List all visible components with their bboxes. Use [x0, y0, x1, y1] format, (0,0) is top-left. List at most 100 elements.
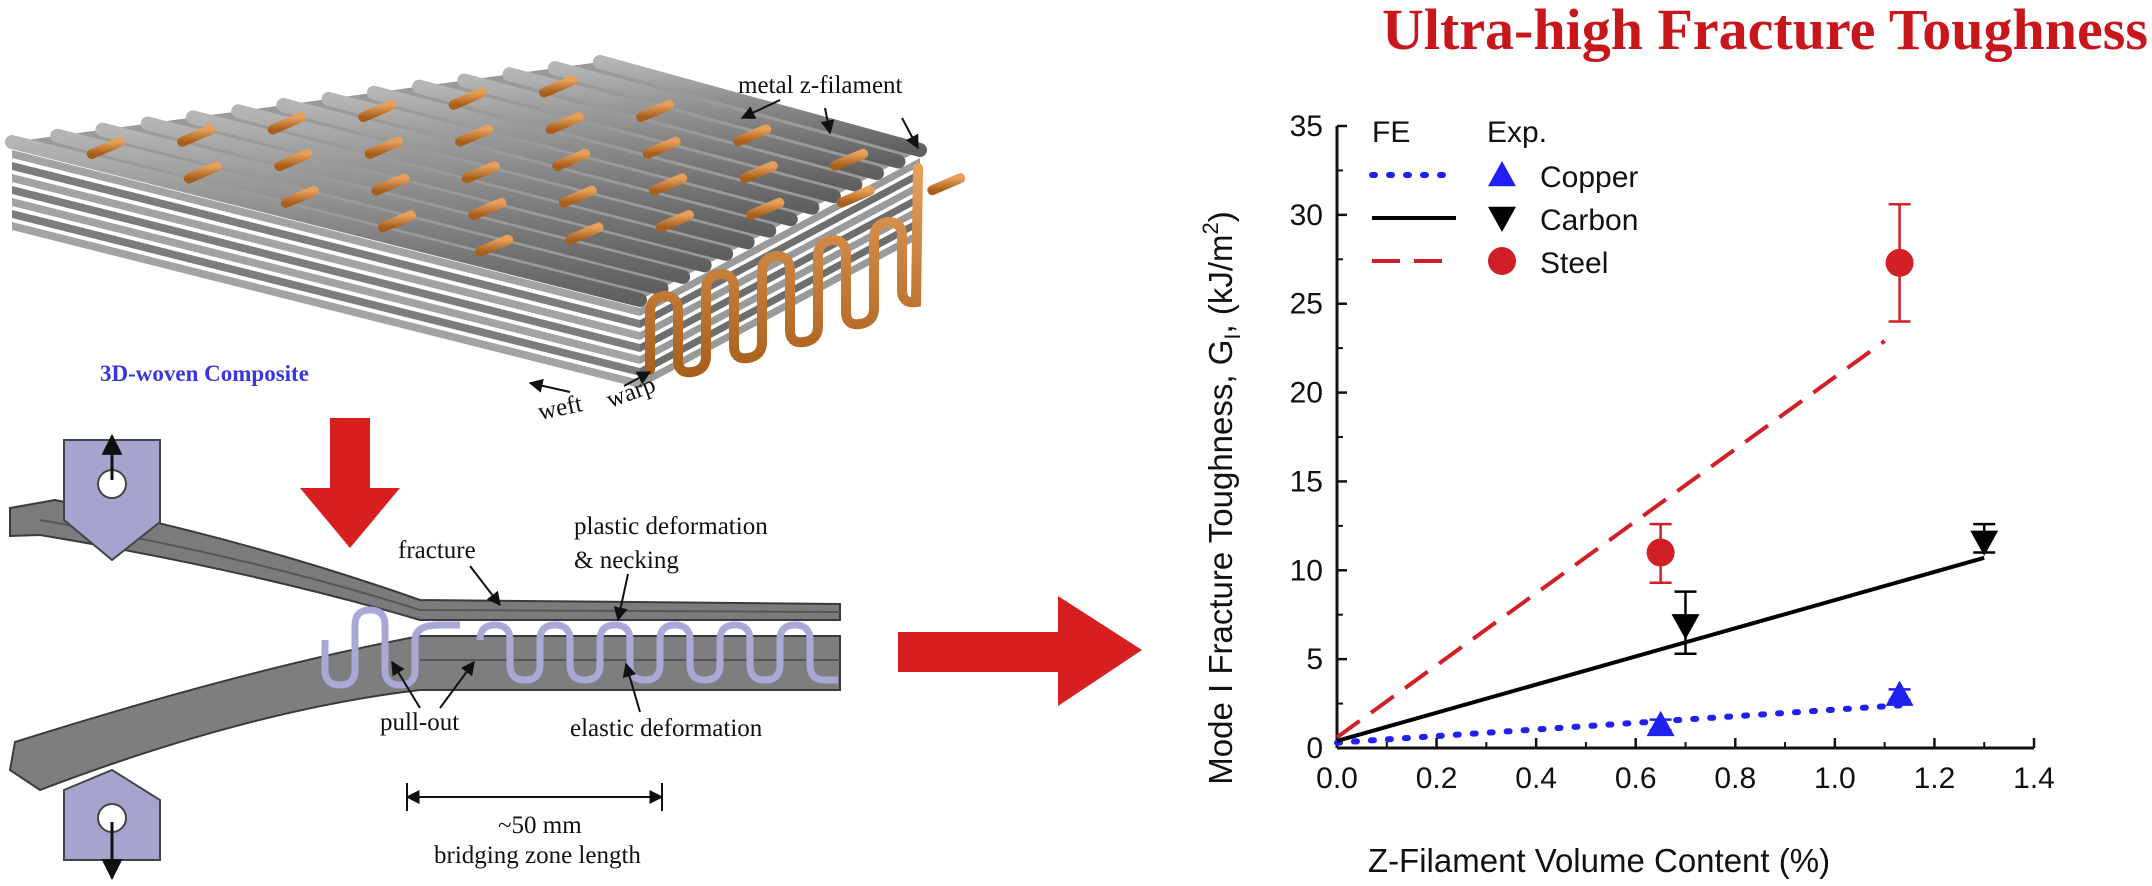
pull-out-loops [321, 606, 460, 689]
y-tick-label: 10 [1290, 554, 1323, 587]
z-filament-stub [746, 197, 785, 220]
layer-side-left [12, 174, 640, 340]
x-tick-label: 0.8 [1714, 762, 1756, 795]
3d-woven-label: 3D-woven Composite [100, 361, 309, 386]
exp-point-copper [1885, 680, 1914, 706]
warp-rod [185, 110, 734, 261]
series-copper [1334, 680, 1914, 746]
z-filament-stub [539, 75, 578, 98]
warp-rod [5, 135, 647, 307]
legend-label-copper: Copper [1540, 161, 1638, 194]
chart-legend: FE Exp. Copper Carbon Steel [1369, 116, 1638, 280]
fracture-label: fracture [398, 537, 476, 564]
fe-line-steel [1335, 339, 1886, 739]
weft-label: weft [536, 390, 585, 426]
z-filament-stub [183, 161, 222, 184]
pull-out-label: pull-out [380, 709, 459, 736]
legend-label-steel: Steel [1540, 247, 1608, 280]
warp-rod [457, 73, 863, 192]
z-filament-stub [468, 198, 507, 221]
layer-side-left [12, 150, 640, 316]
z-filament-stub [545, 112, 584, 135]
legend-marker-steel [1488, 247, 1516, 275]
z-filament-stub [274, 149, 313, 172]
warp-rod [502, 67, 884, 181]
fe-line-carbon [1336, 555, 1985, 743]
woven-composite-illustration [5, 55, 966, 388]
exp-point-steel [1646, 538, 1675, 567]
z-filament-stub [455, 124, 494, 147]
y-tick-label: 25 [1290, 288, 1323, 321]
down-arrow [300, 418, 400, 548]
z-filament-stub [565, 222, 604, 245]
layer-side-left [12, 222, 640, 388]
warp-rod [366, 85, 820, 215]
x-tick-labels: 0.0 0.2 0.4 0.6 0.8 1.0 1.2 1.4 [1316, 762, 2055, 795]
warp-fiber-rods [5, 55, 927, 307]
z-filament-stub [649, 173, 688, 196]
exp-point-steel [1885, 248, 1914, 277]
bridging-filaments [476, 621, 838, 684]
y-axis-label-main: Mode I Fracture Toughness, G [1202, 340, 1239, 785]
z-filament-stub [636, 99, 675, 122]
z-filament-stub [358, 100, 397, 123]
chart-axes [1335, 124, 2036, 750]
dcb-specimen-illustration [8, 433, 841, 881]
x-tick-label: 0.2 [1416, 762, 1458, 795]
pull-out-arrow-2 [439, 660, 475, 709]
warp-rod [276, 98, 777, 238]
z-filament-stub [552, 148, 591, 171]
layer-side-left [12, 210, 640, 376]
z-filament-stub [461, 161, 500, 184]
legend-header-exp: Exp. [1487, 116, 1547, 149]
legend-marker-copper [1488, 161, 1516, 187]
y-axis-label-close: ) [1202, 211, 1239, 222]
y-tick-label: 0 [1306, 732, 1323, 765]
z-filament-stub [927, 173, 966, 196]
y-axis-label-sup: 2 [1198, 222, 1223, 234]
series-steel [1335, 202, 1914, 739]
pull-out-arrow-1 [391, 660, 421, 709]
y-tick-label: 20 [1290, 377, 1323, 410]
series-carbon [1336, 522, 1999, 743]
y-axis-label-sub: I [1220, 333, 1245, 339]
z-filament-stub [642, 136, 681, 159]
plastic-arrow [613, 573, 629, 622]
elastic-arrow [622, 662, 641, 713]
warp-arrow [623, 371, 652, 387]
x-axis-label: Z-Filament Volume Content (%) [1368, 842, 1830, 879]
warp-rod [95, 122, 691, 284]
x-tick-label: 1.4 [2013, 762, 2055, 795]
y-tick-label: 30 [1290, 199, 1323, 232]
z-filament-stub [86, 137, 125, 160]
x-tick-label: 1.0 [1814, 762, 1856, 795]
layer-side-left [12, 186, 640, 352]
plastic-deformation-label-1: plastic deformation [574, 513, 768, 540]
z-filament-arrow-2 [820, 107, 835, 135]
layer-side-left [12, 198, 640, 364]
upper-clamp [63, 439, 161, 562]
z-filament-stub [739, 161, 778, 184]
fracture-arrow [469, 565, 501, 607]
z-filament-stubs [86, 75, 966, 257]
exp-point-carbon [1671, 614, 1700, 640]
y-tick-label: 5 [1306, 643, 1323, 676]
z-filament-stub [448, 87, 487, 110]
x-tick-label: 1.2 [1914, 762, 1956, 795]
metal-z-filament-label: metal z-filament [738, 72, 903, 99]
z-filament-stub [177, 124, 216, 147]
z-filament-stub [558, 185, 597, 208]
z-filament-stub [836, 185, 875, 208]
x-tick-label: 0.6 [1615, 762, 1657, 795]
warp-rod [231, 104, 755, 250]
legend-label-carbon: Carbon [1540, 204, 1638, 237]
fracture-toughness-chart: 0.0 0.2 0.4 0.6 0.8 1.0 1.2 1.4 05101520253035 … [1198, 110, 2055, 879]
y-tick-label: 35 [1290, 110, 1323, 143]
x-tick-label: 0.4 [1515, 762, 1557, 795]
warp-rod [50, 128, 669, 296]
y-tick-labels: 0 5 10 15 20 25 30 35 [1290, 110, 1323, 765]
legend-marker-carbon [1488, 206, 1516, 232]
elastic-deformation-label: elastic deformation [570, 715, 763, 742]
y-tick-label: 15 [1290, 465, 1323, 498]
